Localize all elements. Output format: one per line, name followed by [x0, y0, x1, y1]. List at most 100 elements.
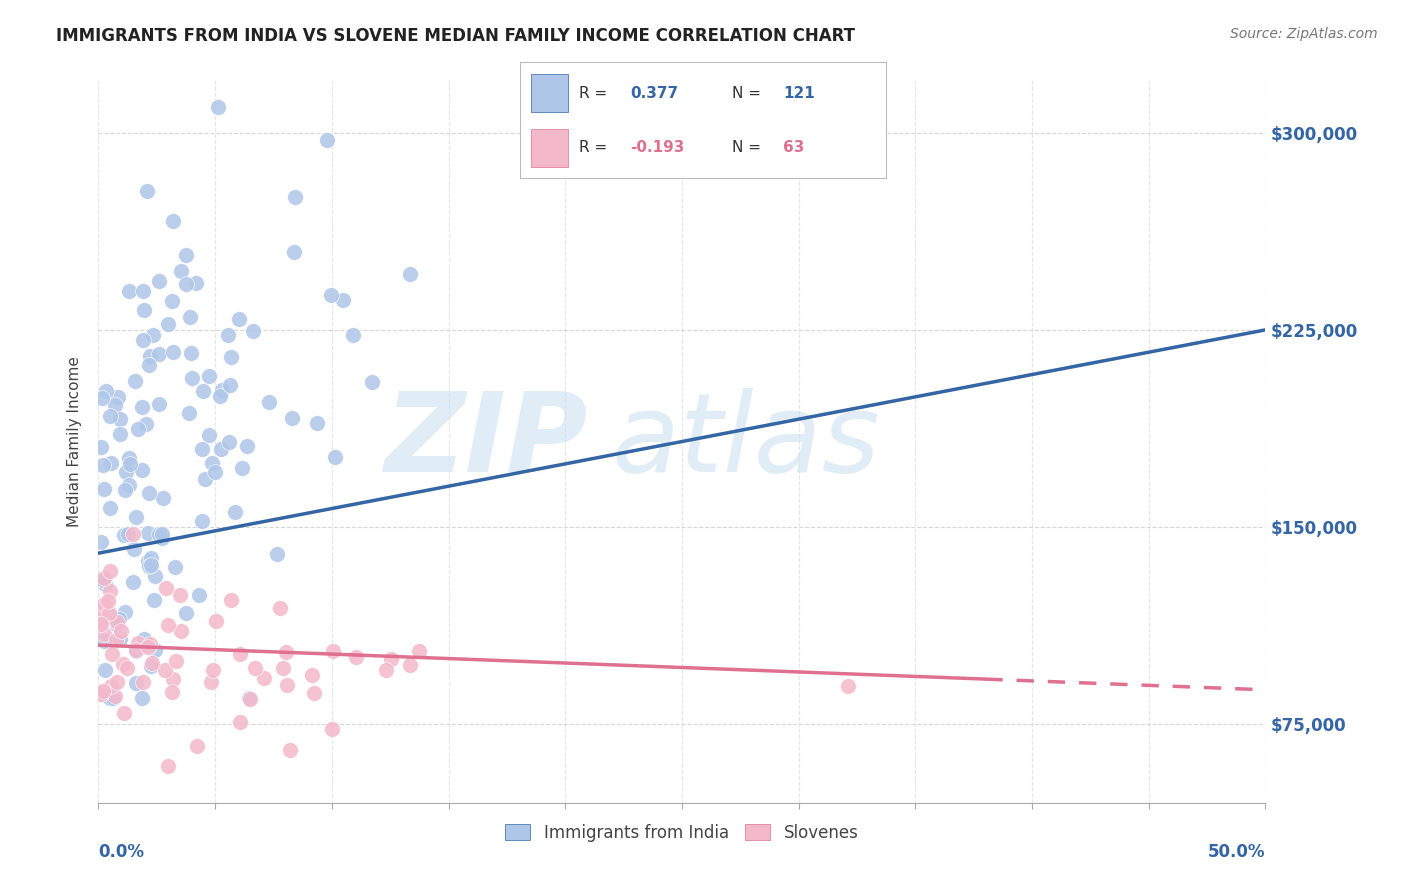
Point: [153, 664, 176, 678]
Point: [344, 649, 367, 664]
Point: [221, 350, 243, 364]
Point: [138, 639, 160, 653]
Point: [100, 409, 122, 423]
Point: [93, 482, 115, 496]
Point: [202, 663, 225, 677]
Point: [91, 458, 114, 472]
Point: [98, 607, 121, 621]
Point: [139, 349, 162, 363]
Point: [132, 303, 155, 318]
Text: Source: ZipAtlas.com: Source: ZipAtlas.com: [1230, 27, 1378, 41]
Point: [253, 671, 276, 685]
Point: [218, 435, 240, 450]
Point: [98, 501, 121, 516]
Point: [198, 428, 221, 442]
Point: [98, 564, 121, 578]
Point: [96, 384, 118, 399]
Point: [301, 667, 323, 681]
Text: 121: 121: [783, 87, 815, 102]
Bar: [531, 74, 568, 112]
Point: [136, 184, 159, 198]
Bar: [531, 128, 568, 167]
Point: [117, 527, 139, 541]
Point: [110, 624, 132, 639]
Point: [117, 478, 139, 492]
Text: atlas: atlas: [612, 388, 880, 495]
Point: [307, 416, 329, 430]
Text: 0.377: 0.377: [630, 87, 678, 102]
Point: [211, 383, 233, 397]
Point: [148, 397, 170, 411]
Point: [316, 133, 339, 147]
Point: [131, 675, 153, 690]
Text: 63: 63: [783, 139, 804, 154]
Point: [122, 542, 145, 557]
Point: [157, 758, 180, 772]
Point: [138, 358, 160, 372]
Point: [236, 439, 259, 453]
Point: [374, 663, 396, 677]
Point: [112, 706, 135, 721]
Point: [90, 686, 112, 700]
Text: 0.0%: 0.0%: [98, 843, 145, 861]
Point: [143, 643, 166, 657]
Point: [112, 528, 135, 542]
Point: [98, 690, 121, 705]
Point: [97, 594, 120, 608]
Point: [284, 189, 307, 203]
Point: [150, 527, 173, 541]
Point: [238, 690, 260, 705]
Point: [179, 310, 201, 325]
Point: [103, 690, 125, 705]
Point: [94, 664, 117, 678]
Point: [141, 550, 163, 565]
Point: [136, 640, 159, 655]
Point: [105, 675, 128, 690]
Point: [156, 317, 179, 331]
Point: [176, 277, 198, 292]
Point: [127, 422, 149, 436]
Point: [257, 394, 280, 409]
Point: [121, 574, 143, 589]
Point: [90, 535, 112, 549]
Point: [162, 344, 184, 359]
Point: [160, 294, 183, 309]
Point: [93, 684, 115, 698]
Point: [127, 636, 149, 650]
Point: [124, 643, 146, 657]
Point: [136, 526, 159, 541]
Point: [138, 485, 160, 500]
Point: [177, 406, 200, 420]
Point: [132, 334, 155, 348]
Point: [135, 417, 157, 431]
Point: [361, 375, 384, 389]
Point: [93, 577, 115, 591]
Point: [278, 743, 301, 757]
Point: [124, 375, 146, 389]
Point: [319, 288, 342, 302]
Point: [204, 465, 226, 479]
Point: [148, 274, 170, 288]
Point: [93, 571, 115, 585]
Point: [93, 634, 115, 648]
Point: [100, 456, 122, 470]
Point: [100, 679, 122, 693]
Point: [104, 398, 127, 412]
Point: [155, 582, 177, 596]
Point: [105, 618, 128, 632]
Point: [105, 632, 128, 647]
Point: [188, 588, 211, 602]
Point: [217, 327, 239, 342]
Point: [139, 636, 162, 650]
Point: [98, 690, 121, 705]
Point: [90, 687, 112, 701]
Text: R =: R =: [579, 139, 607, 154]
Point: [205, 614, 228, 628]
Point: [322, 644, 344, 658]
Point: [398, 657, 420, 672]
Point: [124, 644, 146, 658]
Point: [107, 390, 129, 404]
Text: N =: N =: [733, 87, 761, 102]
Point: [245, 660, 267, 674]
Point: [110, 412, 132, 426]
